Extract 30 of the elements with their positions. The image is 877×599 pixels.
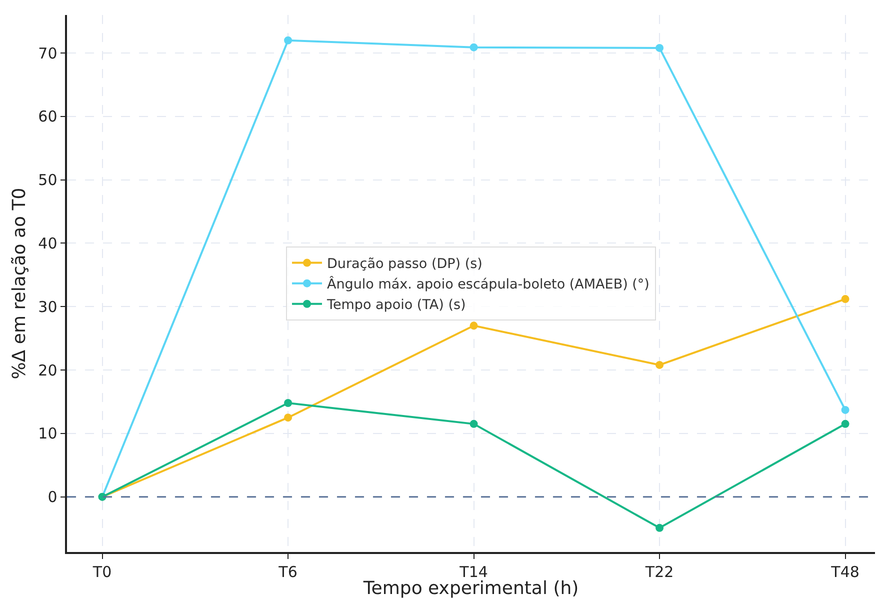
y-tick-label: 30: [38, 298, 58, 316]
point: [656, 44, 664, 52]
point: [656, 524, 664, 532]
y-tick-label: 0: [48, 488, 58, 506]
y-tick-label: 20: [38, 361, 58, 380]
point: [470, 322, 478, 330]
y-tick-label: 50: [38, 171, 58, 190]
y-axis-title: %Δ em relação ao T0: [8, 188, 30, 380]
point: [841, 406, 850, 414]
x-tick-label: T0: [92, 562, 112, 581]
y-tick-label: 40: [38, 234, 58, 252]
point: [470, 420, 478, 428]
y-tick-label: 70: [38, 44, 58, 62]
point: [284, 36, 292, 44]
legend-label: Tempo apoio (TA) (s): [326, 297, 466, 314]
point: [470, 43, 478, 52]
x-tick-label: T48: [830, 562, 860, 581]
point: [284, 414, 292, 422]
point: [656, 360, 664, 369]
legend-label: Duração passo (DP) (s): [327, 256, 482, 272]
point: [841, 420, 850, 428]
point: [284, 399, 292, 408]
x-tick-label: T22: [644, 562, 674, 581]
y-tick-label: 10: [38, 424, 58, 443]
x-tick-label: T6: [278, 562, 298, 581]
x-tick-label: T14: [458, 562, 488, 581]
legend-label: Ângulo máx. apoio escápula-boleto (AMAEB) (°): [327, 276, 650, 293]
x-axis-title: Tempo experimental (h): [362, 578, 579, 599]
point: [841, 295, 850, 304]
y-tick-label: 60: [38, 108, 58, 126]
